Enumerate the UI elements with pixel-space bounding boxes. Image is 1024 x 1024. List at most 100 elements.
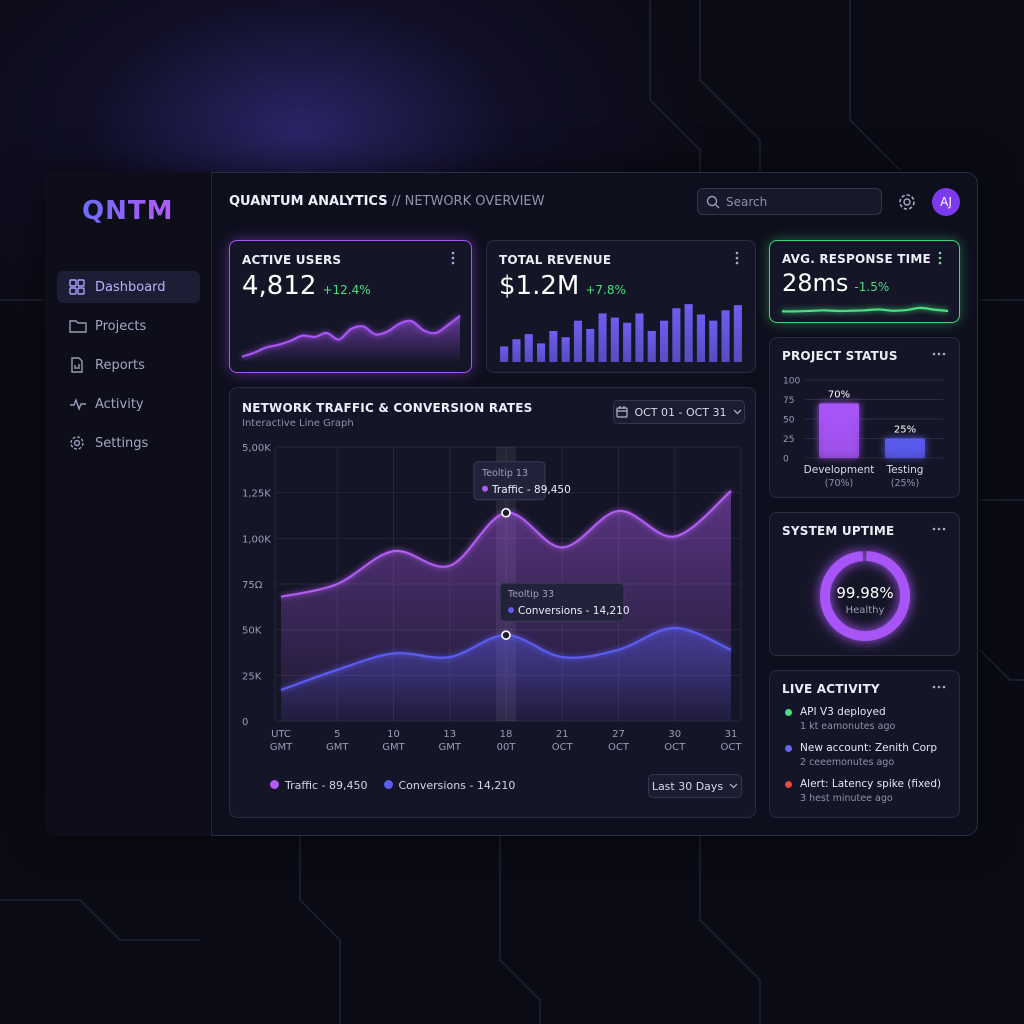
nav-icon	[69, 279, 85, 295]
status-dot	[785, 745, 792, 752]
activity-card: LIVE ACTIVITY	[769, 670, 960, 818]
card-title: TOTAL REVENUE	[499, 253, 612, 267]
donut-value: 99.98%	[836, 584, 893, 602]
area-fill	[281, 627, 731, 721]
bar	[536, 343, 546, 362]
bar	[500, 346, 509, 362]
brand-logo: QNTM	[82, 196, 174, 226]
card-menu[interactable]	[932, 684, 946, 690]
y-tick-label: 1,25K	[242, 489, 271, 500]
x-tick-label: 30	[668, 729, 681, 740]
card-title: ACTIVE USERS	[242, 253, 342, 267]
bar	[721, 310, 730, 362]
activity-time: 1 kt eamonutes ago	[800, 721, 896, 732]
y-tick-label: 75	[783, 396, 794, 406]
card-menu[interactable]	[733, 251, 741, 265]
nav-item[interactable]: Projects	[57, 310, 200, 342]
bar	[647, 331, 656, 362]
tooltip-swatch	[508, 607, 514, 614]
y-tick-label: 1,00K	[242, 534, 271, 545]
nav-label: Projects	[95, 318, 147, 334]
value-label: 70%	[828, 389, 850, 400]
x-tick-label: 10	[387, 729, 400, 740]
nav-label: Reports	[95, 357, 145, 373]
y-tick-label: 5,00K	[242, 443, 271, 454]
legend: Traffic - 89,450 Conversions - 14,210	[270, 779, 515, 792]
range-label: Last 30 Days	[651, 779, 724, 793]
legend-label: Traffic - 89,450	[285, 779, 368, 792]
range-button[interactable]: Last 30 Days	[648, 774, 742, 798]
search-placeholder: Search	[726, 194, 768, 209]
card-subtitle: Interactive Line Graph	[242, 418, 354, 429]
nav-item[interactable]: Settings	[57, 427, 200, 459]
tooltip-title: Teoltip 13	[481, 468, 528, 479]
legend-entry: Traffic - 89,450	[270, 779, 368, 792]
card-menu[interactable]	[936, 251, 944, 265]
x-tick-label: GMT	[439, 742, 462, 753]
category-sublabel: (25%)	[891, 478, 920, 489]
tooltip-label: Traffic - 89,450	[491, 484, 571, 496]
x-tick-label: OCT	[552, 742, 574, 753]
kpi-value: 28ms	[782, 269, 849, 297]
card-title: AVG. RESPONSE TIME	[782, 252, 931, 266]
x-tick-label: 31	[725, 729, 738, 740]
user-avatar[interactable]: AJ	[932, 188, 960, 216]
nav-item[interactable]: Activity	[57, 388, 200, 420]
category-label: Testing	[886, 464, 924, 476]
search-box[interactable]: Search	[697, 188, 882, 215]
settings-button[interactable]	[897, 192, 917, 212]
card-menu[interactable]	[932, 351, 946, 357]
tooltip-label: Conversions - 14,210	[518, 605, 630, 617]
kpi-change: -1.5%	[854, 280, 890, 294]
sparkline-line	[781, 306, 949, 313]
bar	[549, 331, 558, 362]
date-range-button[interactable]: OCT 01 - OCT 31	[613, 400, 745, 424]
activity-text: API V3 deployed	[800, 706, 886, 718]
nav-icon	[70, 397, 86, 412]
nav-icon	[70, 436, 84, 450]
bar	[598, 313, 607, 362]
bar	[659, 320, 669, 362]
y-tick-label: 100	[783, 377, 800, 387]
card-menu[interactable]	[932, 526, 946, 532]
x-tick-label: OCT	[608, 742, 630, 753]
traffic-chart: UTC GMT 5 GMT 10 GMT 13 GMT 18 00T 21 OCT 27 OCT 30 OCT…	[242, 443, 742, 753]
highlight-point	[501, 630, 511, 640]
chevron	[729, 783, 738, 789]
kpi: $1.2M +7.8%	[499, 271, 626, 301]
tooltip-box	[473, 461, 546, 501]
legend-label: Conversions - 14,210	[398, 779, 516, 792]
nav-item[interactable]: Reports	[57, 349, 200, 381]
nav-label: Activity	[95, 396, 144, 412]
sparkline	[241, 314, 461, 362]
y-tick-label: 50K	[242, 626, 262, 637]
highlight-point	[501, 507, 511, 518]
kpi-change: +7.8%	[585, 283, 626, 297]
bar	[512, 339, 521, 362]
donut-label: Healthy	[846, 605, 885, 616]
x-tick-label: 18	[500, 729, 513, 740]
area-fill	[242, 315, 460, 362]
y-tick-label: 0	[242, 717, 248, 728]
tooltip: Teoltip 13 Traffic - 89,450	[473, 461, 571, 501]
value-label: 25%	[894, 425, 916, 436]
bar	[524, 334, 533, 362]
x-tick-label: GMT	[270, 742, 293, 753]
bar	[684, 304, 693, 362]
card-title: SYSTEM UPTIME	[782, 524, 895, 538]
tooltip-box	[499, 582, 625, 622]
nav-item[interactable]: Dashboard	[57, 271, 200, 303]
tooltip: Teoltip 33 Conversions - 14,210	[499, 582, 630, 622]
bar	[561, 337, 570, 362]
y-tick-label: 75Ω	[242, 580, 263, 591]
kpi: 28ms -1.5%	[782, 269, 889, 297]
activity-text: Alert: Latency spike (fixed)	[800, 778, 942, 790]
kpi-change: +12.4%	[322, 283, 371, 297]
card-menu[interactable]	[449, 251, 457, 265]
bar	[635, 313, 644, 362]
x-tick-label: 13	[443, 729, 456, 740]
date-range: OCT 01 - OCT 31	[634, 405, 727, 419]
x-tick-label: GMT	[382, 742, 405, 753]
